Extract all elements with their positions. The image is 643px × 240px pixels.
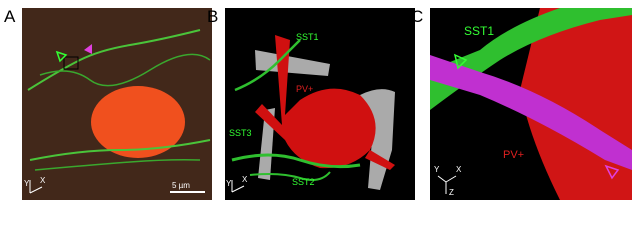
sst-dendrite <box>234 39 301 92</box>
axis-x <box>445 175 457 183</box>
dendrite <box>39 53 211 87</box>
dendrite <box>29 139 211 161</box>
arrowhead <box>604 164 620 180</box>
annotation: SST2 <box>292 177 315 187</box>
panel-c: C SST1 PV+ Y X Z <box>411 7 632 200</box>
axis-x <box>231 185 245 193</box>
axis-label: Z <box>449 188 454 197</box>
sst-dendrite <box>231 153 361 169</box>
panel-b: B SST1 PV+ SST3 SST2 Y X <box>207 7 415 200</box>
axis-label: Y <box>24 179 30 188</box>
panel-label: B <box>207 7 218 26</box>
pv-cell <box>255 35 376 169</box>
figure: A Y X 5 µm B SST1 PV+ SST3 SST2 Y <box>4 7 632 200</box>
axon <box>430 55 632 170</box>
annotation: SST1 <box>296 32 319 42</box>
axis-x <box>29 186 43 194</box>
panel-label: C <box>411 7 423 26</box>
axis-label: Y <box>434 165 440 174</box>
cell-body <box>91 86 185 158</box>
annotation: SST3 <box>229 128 252 138</box>
axis-label: X <box>456 165 462 174</box>
arrowhead <box>84 44 92 54</box>
annotation: SST1 <box>464 24 494 38</box>
sst-dendrite <box>430 8 632 110</box>
scale-label: 5 µm <box>172 181 190 190</box>
dendrite <box>34 159 201 171</box>
axis-label: Y <box>226 179 232 188</box>
pv-process <box>365 150 395 170</box>
inset-box <box>63 56 79 70</box>
annotation: PV+ <box>503 149 524 161</box>
panel-a: A Y X 5 µm <box>4 7 212 200</box>
arrowhead <box>453 53 468 70</box>
arrowhead <box>55 50 68 63</box>
panel-label: A <box>4 7 16 26</box>
structure <box>255 50 330 76</box>
annotation: PV+ <box>296 84 313 94</box>
axis-label: X <box>242 175 248 184</box>
axis-label: X <box>40 176 46 185</box>
axis-y <box>437 175 447 183</box>
sst-dendrite <box>249 171 331 181</box>
